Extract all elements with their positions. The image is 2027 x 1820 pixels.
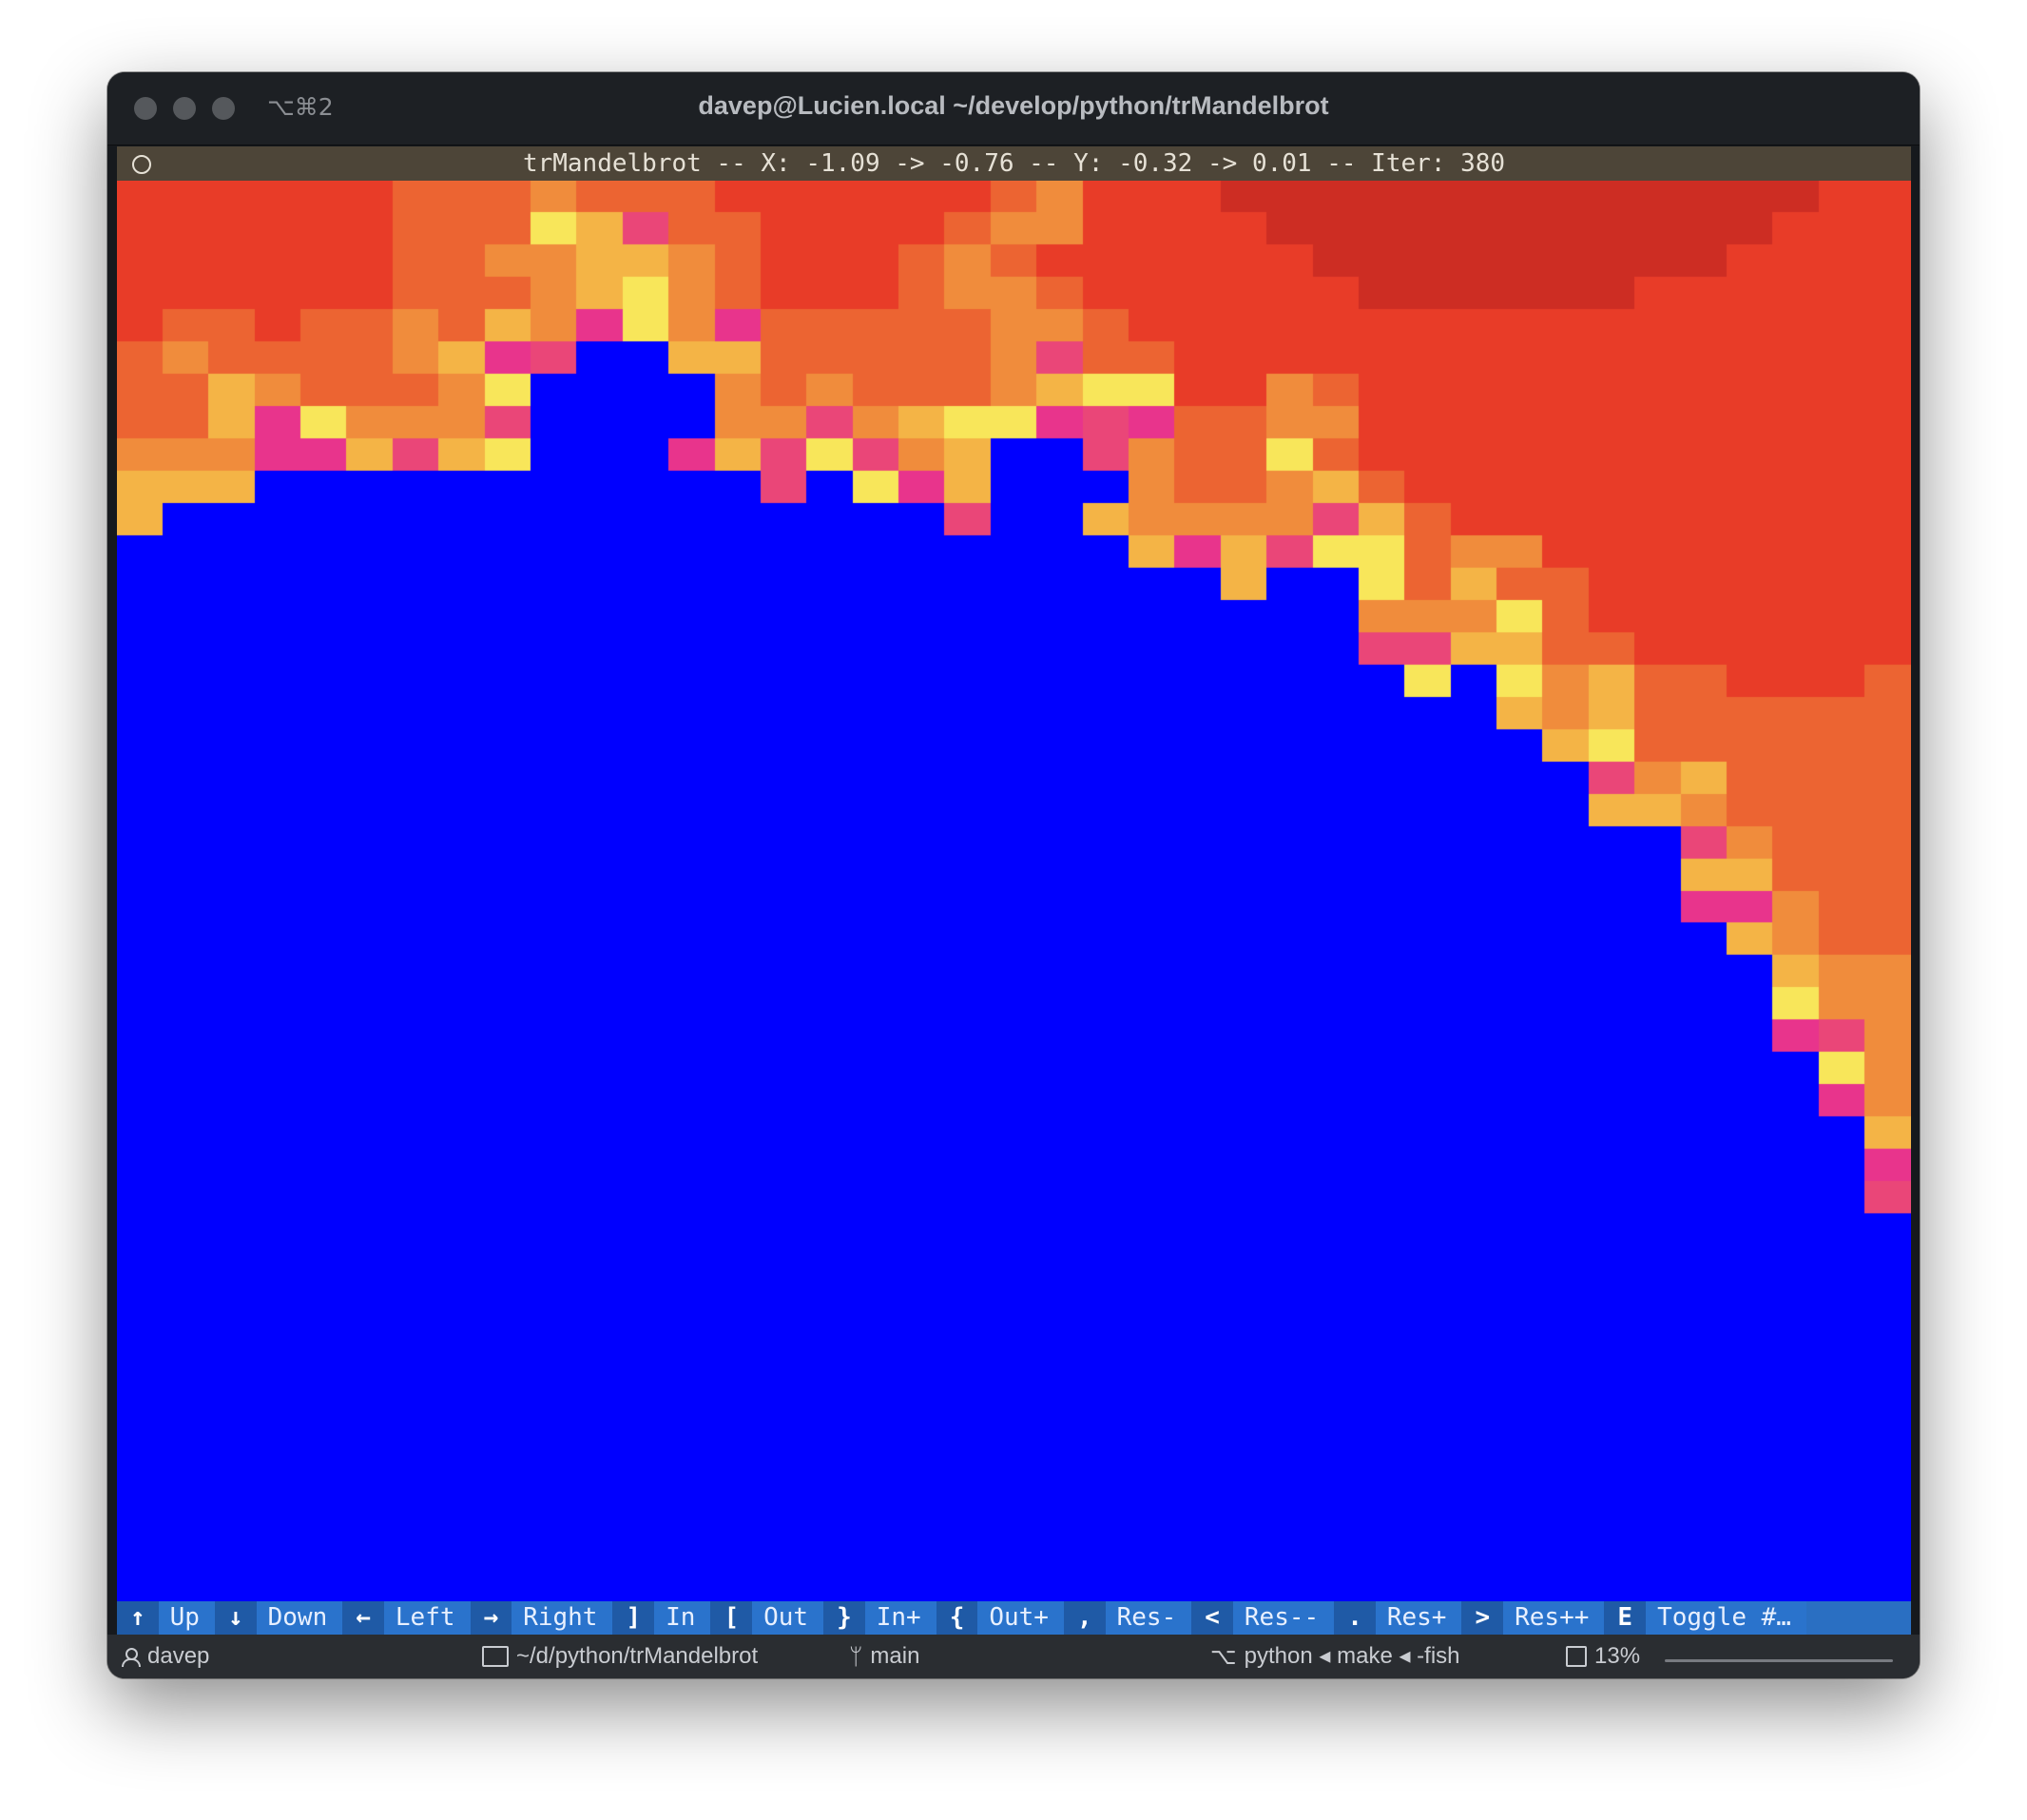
key-binding-label: Out [752, 1601, 824, 1635]
key-binding-key: { [936, 1601, 978, 1635]
status-cpu-label: 13% [1594, 1643, 1641, 1669]
mandelbrot-canvas[interactable] [117, 181, 1911, 1601]
app-header-title: trMandelbrot -- X: -1.09 -> -0.76 -- Y: … [522, 149, 1506, 178]
status-path-label: ~/d/python/trMandelbrot [516, 1643, 759, 1669]
key-binding-key: E [1604, 1601, 1647, 1635]
key-binding-label: Out+ [977, 1601, 1064, 1635]
key-bindings-footer: ↑ Up ↓ Down ← Left → Right] In[Out} In+{Out+, Res-… [117, 1601, 1911, 1635]
key-binding-label: Res++ [1503, 1601, 1605, 1635]
key-binding-label: In [654, 1601, 711, 1635]
window-titlebar: ⌥⌘2 davep@Lucien.local ~/develop/python/… [107, 72, 1920, 145]
mandelbrot-plot[interactable] [117, 181, 1911, 1601]
key-binding[interactable]: ← Left [342, 1601, 471, 1635]
key-binding[interactable]: } In+ [823, 1601, 936, 1635]
key-binding-label: Up [158, 1601, 215, 1635]
key-binding[interactable]: {Out+ [936, 1601, 1064, 1635]
key-binding-key: [ [710, 1601, 753, 1635]
key-binding[interactable]: > Res++ [1461, 1601, 1605, 1635]
key-binding-label: Res-- [1232, 1601, 1335, 1635]
key-binding[interactable]: [Out [710, 1601, 824, 1635]
zoom-button[interactable] [212, 97, 235, 120]
status-user-label: davep [147, 1643, 210, 1669]
key-binding-label: Down [256, 1601, 343, 1635]
status-process-label: python ◂ make ◂ -fish [1244, 1643, 1460, 1669]
status-path: ~/d/python/trMandelbrot [482, 1635, 758, 1678]
key-binding-key: < [1191, 1601, 1233, 1635]
key-binding[interactable]: ] In [612, 1601, 711, 1635]
terminal-window: ⌥⌘2 davep@Lucien.local ~/develop/python/… [107, 72, 1920, 1678]
key-binding[interactable]: → Right [470, 1601, 613, 1635]
key-binding-key: → [470, 1601, 512, 1635]
user-icon [121, 1647, 141, 1667]
key-binding-key: ↑ [117, 1601, 159, 1635]
status-branch-label: main [870, 1643, 920, 1669]
window-shortcut: ⌥⌘2 [267, 93, 334, 121]
key-binding-key: ↓ [214, 1601, 257, 1635]
key-binding-label: In+ [864, 1601, 936, 1635]
key-binding-label: Res- [1105, 1601, 1192, 1635]
minimize-button[interactable] [173, 97, 196, 120]
status-process: ⌥ python ◂ make ◂ -fish [1210, 1635, 1460, 1678]
key-binding[interactable]: < Res-- [1191, 1601, 1335, 1635]
cpu-sparkline [1665, 1659, 1893, 1662]
key-binding[interactable]: , Res- [1063, 1601, 1192, 1635]
folder-icon [482, 1646, 509, 1667]
key-binding[interactable]: ↑ Up [117, 1601, 215, 1635]
shell-statusbar: davep ~/d/python/trMandelbrot ᛘ main ⌥ p… [107, 1635, 1920, 1678]
status-cpu: 13% [1566, 1635, 1640, 1678]
key-binding[interactable]: ↓ Down [214, 1601, 343, 1635]
key-binding-key: . [1334, 1601, 1376, 1635]
key-binding-label: Res+ [1375, 1601, 1462, 1635]
circle-icon [132, 155, 151, 174]
key-binding[interactable]: E Toggle #… [1604, 1601, 1806, 1635]
app-header: trMandelbrot -- X: -1.09 -> -0.76 -- Y: … [117, 146, 1911, 181]
key-binding-key: , [1063, 1601, 1106, 1635]
key-binding-key: > [1461, 1601, 1504, 1635]
key-binding-key: } [823, 1601, 865, 1635]
status-user: davep [121, 1635, 209, 1678]
key-binding-key: ← [342, 1601, 384, 1635]
close-button[interactable] [134, 97, 157, 120]
key-binding-key: ] [612, 1601, 655, 1635]
terminal-content[interactable]: trMandelbrot -- X: -1.09 -> -0.76 -- Y: … [117, 146, 1911, 1635]
status-branch: ᛘ main [849, 1635, 919, 1678]
key-binding[interactable]: . Res+ [1334, 1601, 1462, 1635]
cpu-icon [1566, 1646, 1587, 1667]
window-controls [134, 97, 235, 120]
key-binding-label: Right [512, 1601, 613, 1635]
window-title: davep@Lucien.local ~/develop/python/trMa… [698, 91, 1329, 120]
git-branch-icon: ᛘ [849, 1643, 863, 1670]
process-tree-icon: ⌥ [1210, 1643, 1237, 1670]
key-binding-label: Left [383, 1601, 471, 1635]
key-binding-label: Toggle #… [1646, 1601, 1806, 1635]
